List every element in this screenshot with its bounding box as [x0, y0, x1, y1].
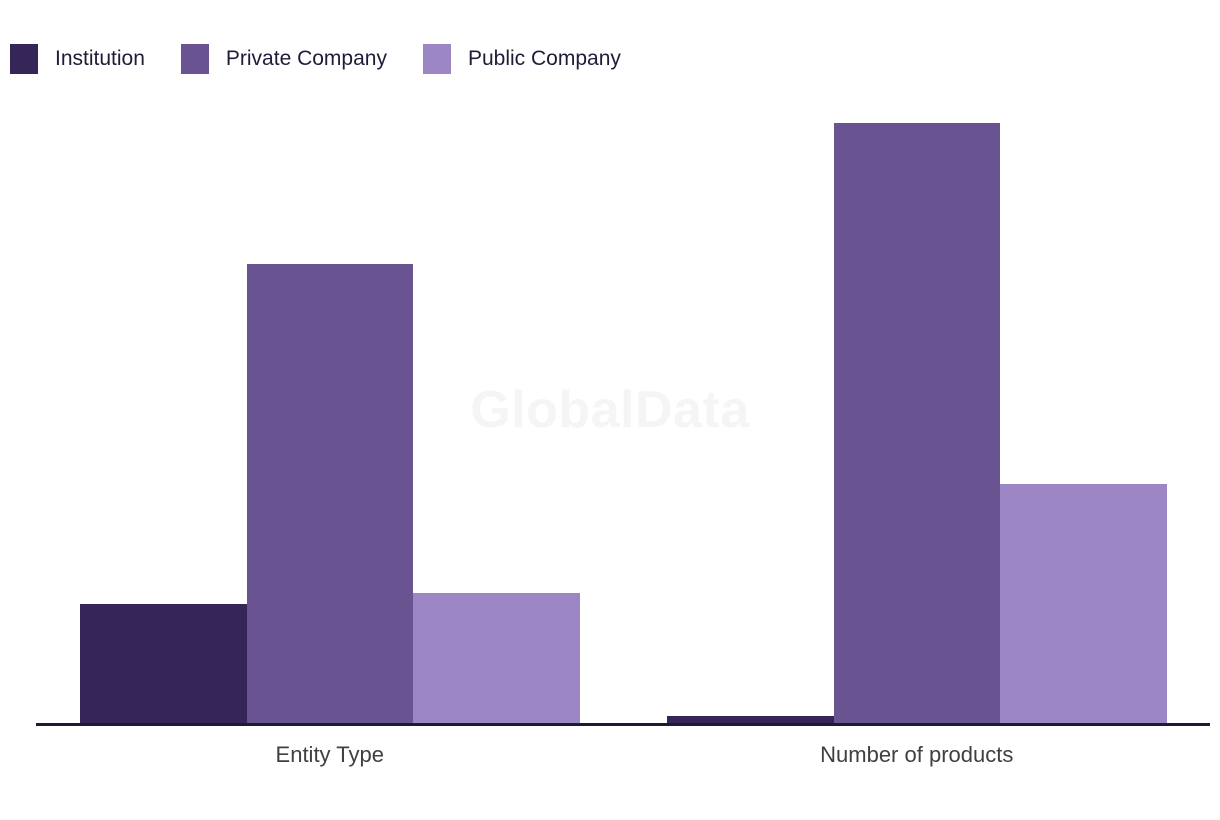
bar-institution-number-of-products[interactable] [667, 715, 834, 723]
legend-swatch-icon [422, 44, 451, 74]
watermark: GlobalData [470, 381, 750, 439]
bar-private-company-number-of-products[interactable] [833, 123, 1000, 723]
legend-item-private-company[interactable]: Private Company [180, 44, 387, 74]
legend-item-public-company[interactable]: Public Company [422, 44, 621, 74]
legend-swatch-icon [180, 44, 209, 74]
x-axis-label-entity-type: Entity Type [275, 742, 384, 767]
bar-institution-entity-type[interactable] [80, 604, 247, 723]
legend: Institution Private Company Public Company [10, 44, 657, 74]
legend-label: Private Company [225, 47, 387, 70]
legend-label: Institution [55, 47, 145, 70]
legend-item-institution[interactable]: Institution [10, 44, 145, 74]
bar-public-company-number-of-products[interactable] [1000, 484, 1167, 723]
bar-private-company-entity-type[interactable] [246, 264, 413, 723]
x-axis-line [36, 723, 1210, 726]
x-axis-label-number-of-products: Number of products [820, 742, 1014, 767]
legend-label: Public Company [467, 47, 621, 70]
bar-public-company-entity-type[interactable] [413, 592, 580, 723]
legend-swatch-icon [10, 44, 38, 74]
